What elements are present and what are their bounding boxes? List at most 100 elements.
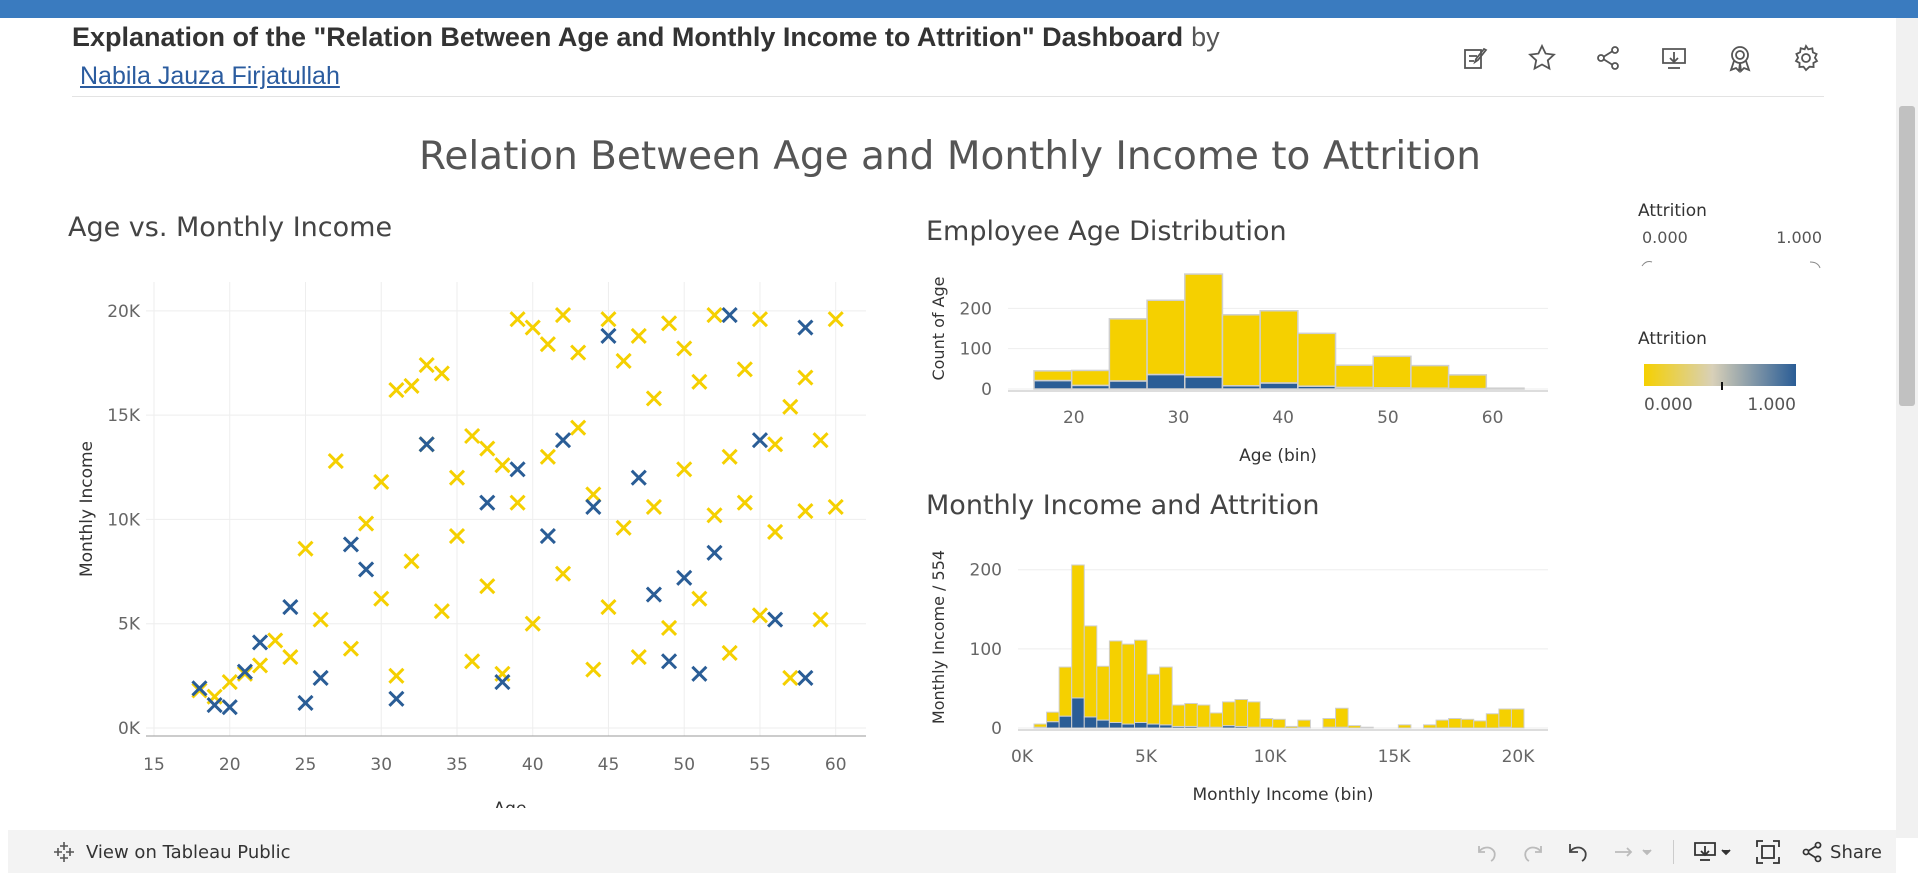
scatter-point (494, 674, 511, 691)
scatter-point (600, 598, 617, 616)
scatter-y-tick: 10K (107, 510, 141, 530)
scatter-x-tick: 45 (598, 755, 620, 775)
undo-icon[interactable] (1473, 836, 1501, 868)
income-hist-bar-attrition0 (1046, 711, 1060, 723)
vertical-scrollbar[interactable] (1896, 18, 1918, 838)
scatter-point (342, 640, 359, 657)
download-icon[interactable] (1656, 40, 1692, 76)
scatter-point (297, 694, 314, 712)
badge-icon[interactable] (1722, 40, 1758, 76)
scatter-point (721, 448, 738, 465)
income-hist-bar-attrition0 (1259, 718, 1274, 728)
income-hist-bar-attrition0 (1146, 673, 1161, 725)
scatter-point (691, 665, 708, 682)
income-hist-bar-attrition0 (1184, 702, 1198, 727)
age-hist-bar-attrition1 (1146, 373, 1186, 390)
age-hist-bar-attrition0 (1410, 364, 1450, 389)
scatter-point (721, 644, 738, 661)
author-link[interactable]: Nabila Jauza Firjatullah (80, 62, 340, 90)
scatter-point (767, 523, 784, 541)
scatter-point (418, 436, 435, 453)
scatter-point (585, 486, 602, 503)
scatter-point (630, 649, 647, 666)
income-hist-bar-attrition1 (1071, 697, 1085, 729)
dashboard-title: Relation Between Age and Monthly Income … (419, 134, 1481, 179)
age-hist-y-tick: 100 (960, 340, 992, 360)
income-hist-bar-attrition0 (1247, 701, 1261, 728)
refresh-icon[interactable] (1611, 836, 1655, 868)
age-hist-x-tick: 60 (1482, 408, 1504, 428)
download-menu-icon[interactable] (1692, 836, 1736, 868)
top-accent-bar (0, 0, 1918, 18)
scatter-point (827, 498, 844, 515)
income-hist-bar-attrition0 (1297, 719, 1311, 728)
age-hist-bar-attrition0 (1108, 318, 1148, 382)
income-hist-bar-attrition0 (1058, 666, 1073, 717)
scrollbar-thumb[interactable] (1899, 106, 1915, 406)
scatter-point (191, 680, 208, 697)
age-hist-bar-attrition1 (1184, 376, 1224, 390)
revert-icon[interactable] (1565, 836, 1593, 868)
scatter-point (812, 611, 829, 628)
view-on-tableau-button[interactable]: View on Tableau Public (52, 840, 291, 864)
income-hist-bar-attrition0 (1071, 564, 1085, 699)
age-vs-income-scatter[interactable]: Age vs. Monthly Income 15 20 25 30 35 40 45 50 55… (60, 208, 880, 808)
scatter-point (282, 649, 299, 666)
age-hist-bar-attrition0 (1259, 310, 1299, 384)
scatter-point (661, 653, 678, 670)
color-legend-min: 0.000 (1644, 395, 1693, 415)
income-hist-bar-attrition0 (1033, 723, 1048, 728)
scatter-point (509, 461, 526, 478)
scatter-point (645, 390, 662, 407)
scatter-point (479, 440, 496, 457)
share-button[interactable]: Share (1800, 836, 1882, 868)
scatter-point (751, 432, 769, 449)
scatter-point (342, 536, 359, 553)
scatter-point (782, 398, 799, 415)
share-label: Share (1830, 841, 1882, 863)
header-toolbar (1458, 40, 1824, 76)
income-hist-bar-attrition0 (1360, 726, 1374, 729)
scatter-point (706, 306, 723, 324)
income-hist-bar-attrition0 (1108, 640, 1123, 723)
star-icon[interactable] (1524, 40, 1560, 76)
scatter-point (524, 615, 541, 632)
age-hist-bar-attrition0 (1070, 369, 1111, 387)
scatter-point (706, 507, 723, 524)
income-hist-bar-attrition1 (1134, 721, 1148, 729)
scatter-point (479, 578, 496, 595)
age-hist-x-tick: 50 (1377, 408, 1399, 428)
income-hist-x-label: Monthly Income (bin) (1193, 785, 1374, 805)
gear-icon[interactable] (1788, 40, 1824, 76)
age-distribution-chart[interactable]: Employee Age Distribution 0 100 200 20 30 40 50… (920, 208, 1560, 478)
fullscreen-icon[interactable] (1754, 836, 1782, 868)
scatter-point (464, 653, 481, 670)
redo-icon[interactable] (1519, 836, 1547, 868)
scatter-x-label: Age (494, 799, 527, 808)
scatter-point (797, 669, 814, 687)
scatter-point (312, 611, 329, 628)
scatter-point (509, 494, 526, 511)
age-hist-bar-attrition1 (1108, 380, 1148, 390)
income-hist-bar-attrition0 (1322, 718, 1337, 728)
scatter-point (388, 667, 405, 684)
scatter-point (464, 427, 481, 445)
share-icon[interactable] (1590, 40, 1626, 76)
size-legend-marker-max (1809, 261, 1821, 269)
by-label: by (1191, 22, 1220, 52)
scatter-point (448, 528, 466, 545)
scatter-point (797, 319, 814, 336)
income-attrition-chart[interactable]: Monthly Income and Attrition 0 100 200 0K 5K 1… (920, 482, 1560, 812)
scatter-y-tick: 15K (107, 406, 141, 426)
edit-icon[interactable] (1458, 40, 1494, 76)
age-hist-bar-attrition0 (1447, 374, 1488, 390)
view-on-tableau-label: View on Tableau Public (86, 841, 291, 863)
income-hist-bar-attrition1 (1121, 723, 1136, 729)
scatter-point (373, 590, 390, 607)
scatter-point (676, 340, 693, 357)
income-hist-y-label: Monthly Income / 554 (929, 550, 948, 724)
size-legend-max: 1.000 (1776, 228, 1822, 247)
scatter-point (418, 357, 435, 374)
scatter-point (221, 674, 238, 691)
page-title: Explanation of the "Relation Between Age… (72, 22, 1220, 53)
